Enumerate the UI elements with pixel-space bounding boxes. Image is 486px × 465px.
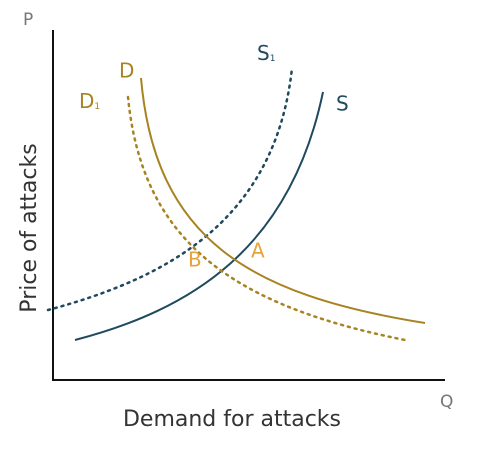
x-axis-letter: Q bbox=[440, 392, 453, 412]
curve-label-main: D bbox=[79, 89, 94, 113]
demand-curve bbox=[140, 77, 426, 324]
equilibrium-label: A bbox=[251, 239, 265, 263]
curve-label: D bbox=[119, 59, 134, 83]
demand-curve-shifted bbox=[126, 95, 407, 342]
y-axis-title: Price of attacks bbox=[17, 143, 42, 312]
curve-label: S bbox=[336, 92, 349, 116]
y-axis-letter: P bbox=[23, 10, 33, 30]
supply-curve bbox=[74, 91, 324, 341]
equilibrium-label: B bbox=[188, 248, 202, 272]
curve-label-subscript: 1 bbox=[94, 102, 100, 112]
curve-label: D1 bbox=[79, 89, 100, 113]
curve-label-main: S bbox=[257, 41, 270, 65]
curve-label: S1 bbox=[257, 41, 275, 65]
x-axis-title: Demand for attacks bbox=[123, 407, 341, 432]
curve-label-subscript: 1 bbox=[270, 54, 276, 64]
